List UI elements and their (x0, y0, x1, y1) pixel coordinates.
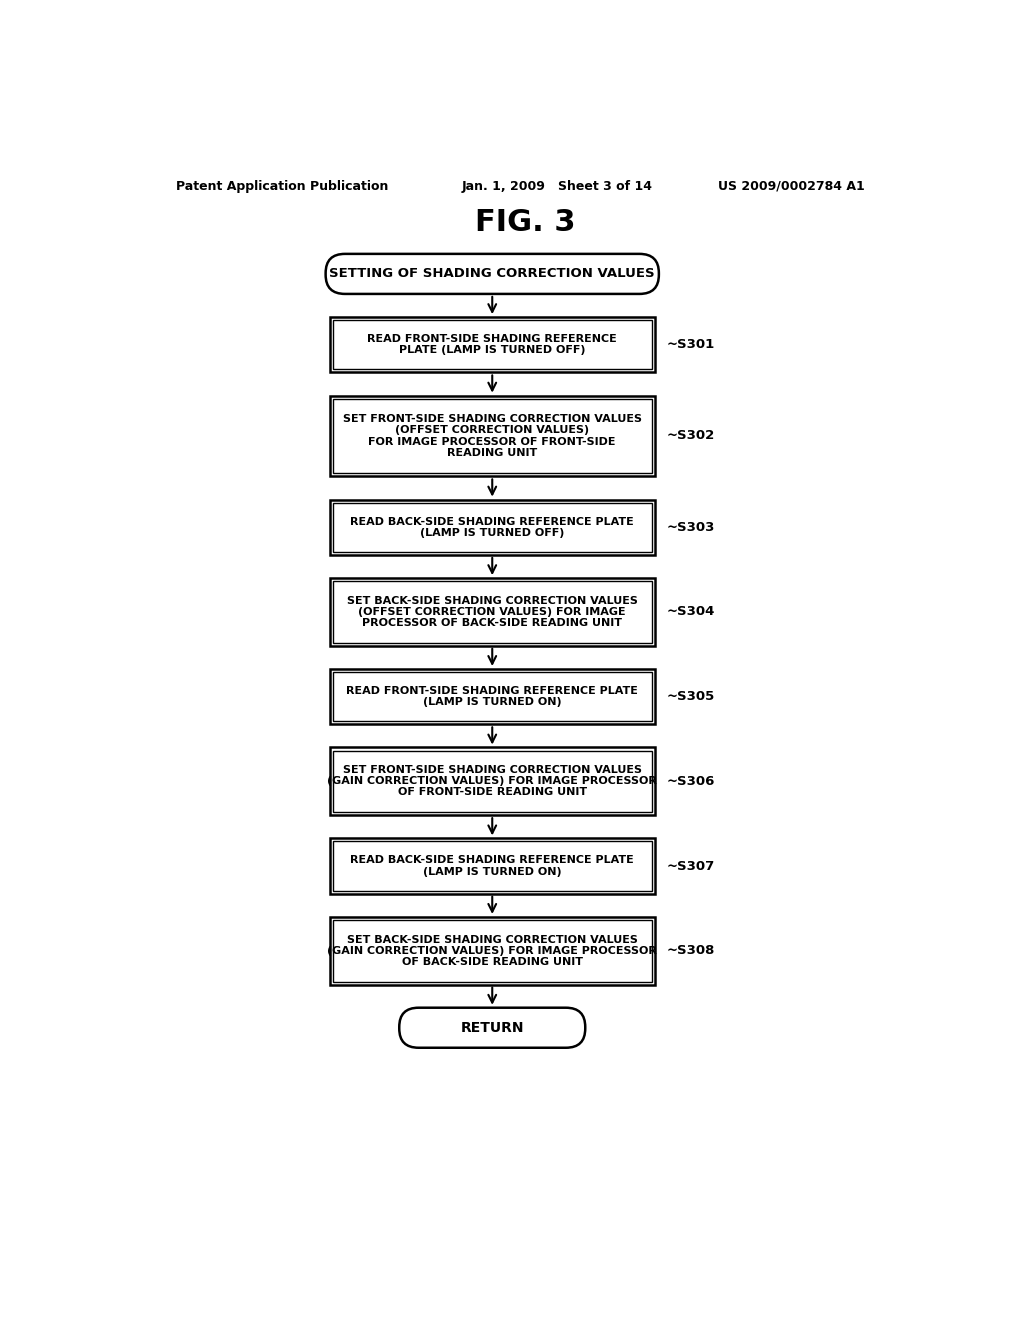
FancyBboxPatch shape (399, 1007, 586, 1048)
FancyBboxPatch shape (333, 672, 652, 721)
Text: SET BACK-SIDE SHADING CORRECTION VALUES: SET BACK-SIDE SHADING CORRECTION VALUES (347, 595, 638, 606)
Text: ~S308: ~S308 (667, 944, 715, 957)
Text: READ FRONT-SIDE SHADING REFERENCE PLATE: READ FRONT-SIDE SHADING REFERENCE PLATE (346, 686, 638, 696)
Text: Patent Application Publication: Patent Application Publication (176, 180, 388, 193)
FancyBboxPatch shape (333, 841, 652, 891)
Text: (LAMP IS TURNED OFF): (LAMP IS TURNED OFF) (420, 528, 564, 537)
FancyBboxPatch shape (333, 399, 652, 474)
Text: US 2009/0002784 A1: US 2009/0002784 A1 (718, 180, 864, 193)
FancyBboxPatch shape (330, 917, 655, 985)
FancyBboxPatch shape (333, 503, 652, 552)
FancyBboxPatch shape (333, 751, 652, 812)
Text: (OFFSET CORRECTION VALUES): (OFFSET CORRECTION VALUES) (395, 425, 590, 436)
FancyBboxPatch shape (333, 581, 652, 643)
Text: SET FRONT-SIDE SHADING CORRECTION VALUES: SET FRONT-SIDE SHADING CORRECTION VALUES (343, 414, 642, 424)
Text: ~S304: ~S304 (667, 606, 715, 619)
Text: READ BACK-SIDE SHADING REFERENCE PLATE: READ BACK-SIDE SHADING REFERENCE PLATE (350, 855, 634, 866)
Text: (LAMP IS TURNED ON): (LAMP IS TURNED ON) (423, 697, 561, 708)
Text: ~S302: ~S302 (667, 429, 715, 442)
Text: (GAIN CORRECTION VALUES) FOR IMAGE PROCESSOR: (GAIN CORRECTION VALUES) FOR IMAGE PROCE… (328, 776, 657, 787)
Text: ~S301: ~S301 (667, 338, 715, 351)
FancyBboxPatch shape (330, 396, 655, 477)
Text: SET BACK-SIDE SHADING CORRECTION VALUES: SET BACK-SIDE SHADING CORRECTION VALUES (347, 935, 638, 945)
FancyBboxPatch shape (326, 253, 658, 294)
Text: PLATE (LAMP IS TURNED OFF): PLATE (LAMP IS TURNED OFF) (399, 346, 586, 355)
Text: READ BACK-SIDE SHADING REFERENCE PLATE: READ BACK-SIDE SHADING REFERENCE PLATE (350, 516, 634, 527)
Text: Jan. 1, 2009   Sheet 3 of 14: Jan. 1, 2009 Sheet 3 of 14 (461, 180, 652, 193)
Text: OF BACK-SIDE READING UNIT: OF BACK-SIDE READING UNIT (401, 957, 583, 966)
Text: ~S307: ~S307 (667, 859, 715, 873)
Text: ~S305: ~S305 (667, 690, 715, 704)
FancyBboxPatch shape (333, 920, 652, 982)
Text: FOR IMAGE PROCESSOR OF FRONT-SIDE: FOR IMAGE PROCESSOR OF FRONT-SIDE (369, 437, 616, 446)
FancyBboxPatch shape (333, 321, 652, 370)
FancyBboxPatch shape (330, 747, 655, 816)
Text: OF FRONT-SIDE READING UNIT: OF FRONT-SIDE READING UNIT (397, 788, 587, 797)
FancyBboxPatch shape (330, 838, 655, 894)
FancyBboxPatch shape (330, 499, 655, 554)
Text: READING UNIT: READING UNIT (447, 447, 538, 458)
Text: PROCESSOR OF BACK-SIDE READING UNIT: PROCESSOR OF BACK-SIDE READING UNIT (362, 618, 623, 628)
FancyBboxPatch shape (330, 578, 655, 645)
Text: RETURN: RETURN (461, 1020, 524, 1035)
Text: (OFFSET CORRECTION VALUES) FOR IMAGE: (OFFSET CORRECTION VALUES) FOR IMAGE (358, 607, 626, 616)
Text: READ FRONT-SIDE SHADING REFERENCE: READ FRONT-SIDE SHADING REFERENCE (368, 334, 617, 345)
Text: (GAIN CORRECTION VALUES) FOR IMAGE PROCESSOR: (GAIN CORRECTION VALUES) FOR IMAGE PROCE… (328, 945, 657, 956)
Text: ~S306: ~S306 (667, 775, 715, 788)
Text: FIG. 3: FIG. 3 (474, 209, 575, 238)
Text: SETTING OF SHADING CORRECTION VALUES: SETTING OF SHADING CORRECTION VALUES (330, 268, 655, 280)
Text: (LAMP IS TURNED ON): (LAMP IS TURNED ON) (423, 867, 561, 876)
Text: SET FRONT-SIDE SHADING CORRECTION VALUES: SET FRONT-SIDE SHADING CORRECTION VALUES (343, 766, 642, 775)
FancyBboxPatch shape (330, 317, 655, 372)
Text: ~S303: ~S303 (667, 520, 715, 533)
FancyBboxPatch shape (330, 669, 655, 725)
